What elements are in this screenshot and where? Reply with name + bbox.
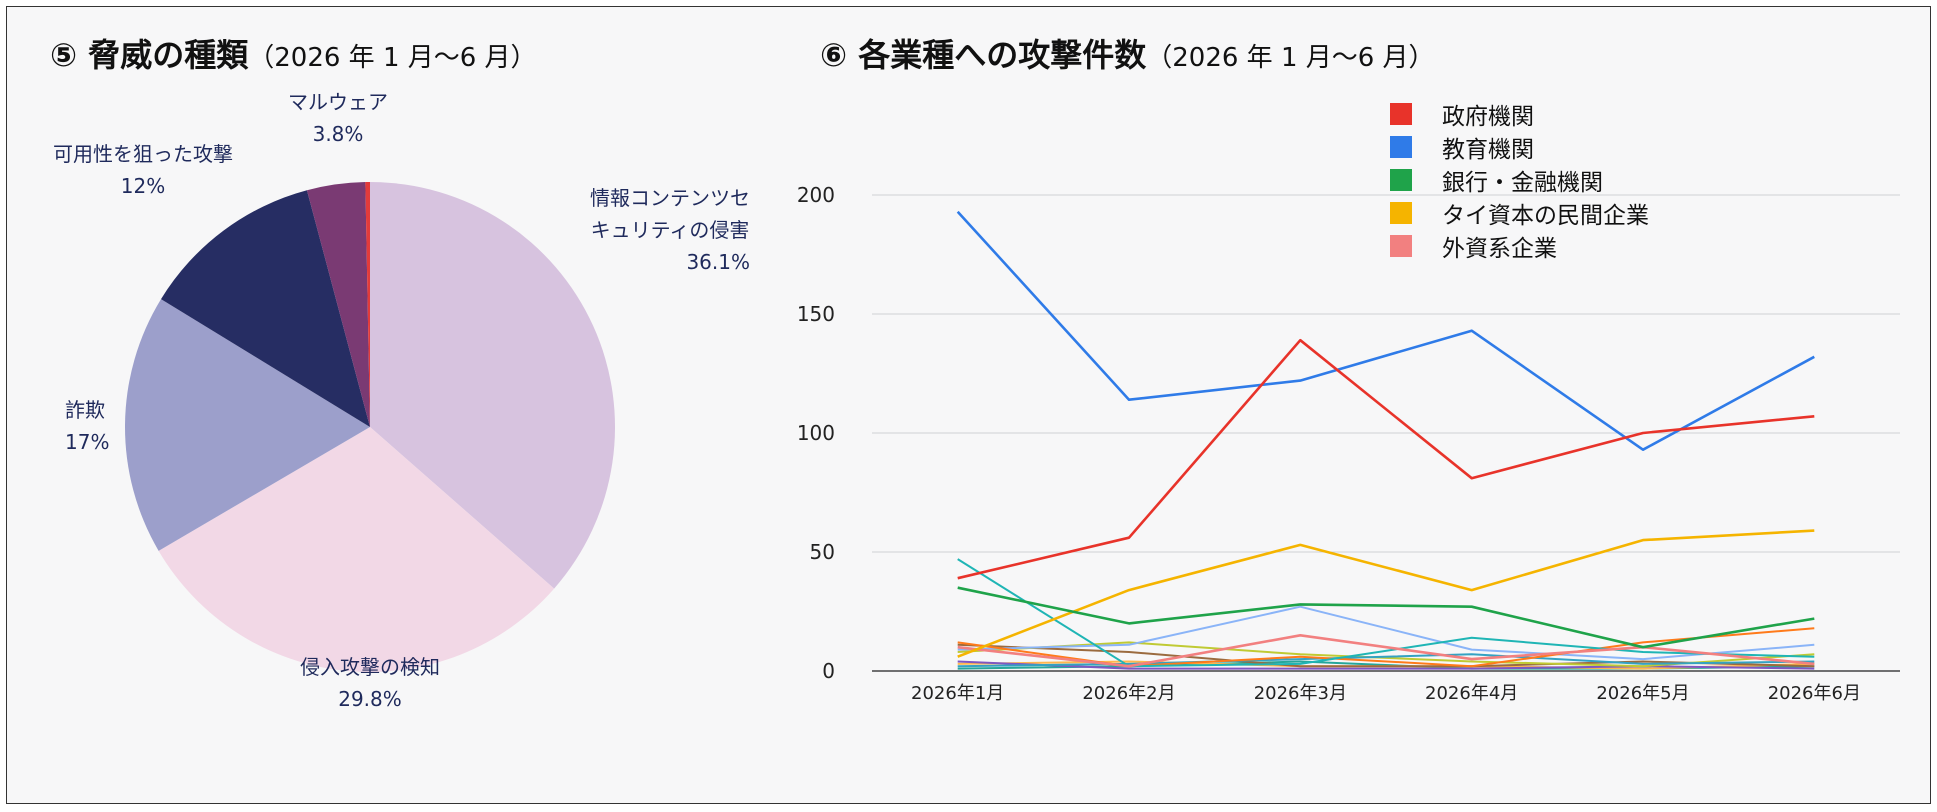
pie-slice-name: 可用性を狙った攻撃: [53, 142, 233, 166]
legend-label: 外資系企業: [1442, 235, 1557, 262]
pie-slice-label: 詐欺 17%: [65, 394, 109, 458]
pie-slice-name: 情報コンテンツセ: [590, 186, 750, 210]
pie-slice-label: 侵入攻撃の検知 29.8%: [300, 651, 440, 715]
series-line: [957, 660, 1815, 670]
series-line: [957, 338, 1815, 580]
y-tick-label: 200: [797, 183, 835, 207]
x-tick-label: 2026年4月: [1425, 683, 1518, 704]
pie-title-sub: （2026 年 1 月～6 月）: [248, 43, 537, 73]
legend-swatch: [1390, 201, 1412, 224]
pie-slice: [161, 190, 370, 427]
legend-item: 外資系企業: [1390, 229, 1649, 262]
pie-slice-label: 可用性を狙った攻撃 12%: [53, 138, 233, 202]
pie-slice-label: 情報コンテンツセ キュリティの侵害 36.1%: [590, 182, 750, 278]
line-title-sub: （2026 年 1 月～6 月）: [1146, 43, 1435, 73]
y-tick-label: 0: [822, 659, 835, 683]
line-chart-legend: 政府機関教育機関銀行・金融機関タイ資本の民間企業 外資系企業: [1390, 97, 1649, 262]
pie-slice-name: 侵入攻撃の検知: [300, 655, 440, 679]
series-line: [957, 633, 1815, 668]
legend-item: タイ資本の民間企業: [1390, 196, 1649, 229]
pie-slice-value: 36.1%: [686, 250, 750, 274]
y-tick-label: 150: [797, 302, 835, 326]
pie-slice-label: マルウェア 3.8%: [288, 86, 388, 150]
pie-slice-name: 詐欺: [65, 398, 105, 422]
pie-slice-value: 3.8%: [312, 122, 364, 146]
y-tick-label: 50: [810, 540, 835, 564]
legend-item: 銀行・金融機関: [1390, 163, 1649, 196]
series-line: [957, 558, 1815, 668]
pie-slice-value: 17%: [65, 430, 110, 454]
pie-slice: [370, 182, 616, 589]
line-title-main: ⑥ 各業種への攻撃件数: [820, 36, 1147, 74]
pie-slice-name: マルウェア: [288, 90, 388, 114]
series-line: [957, 643, 1815, 668]
legend-swatch: [1390, 168, 1412, 191]
x-tick-label: 2026年2月: [1082, 683, 1175, 704]
legend-item: 教育機関: [1390, 130, 1649, 163]
line-chart-title: ⑥ 各業種への攻撃件数（2026 年 1 月～6 月）: [820, 30, 1435, 76]
pie-slice-name: キュリティの侵害: [590, 218, 750, 242]
x-tick-label: 2026年5月: [1596, 683, 1689, 704]
legend-label: 政府機関: [1442, 103, 1534, 130]
y-tick-label: 100: [797, 421, 835, 445]
legend-swatch: [1390, 135, 1412, 158]
x-tick-label: 2026年6月: [1768, 683, 1861, 704]
series-line: [957, 586, 1815, 649]
series-line: [957, 529, 1815, 658]
legend-label: タイ資本の民間企業: [1442, 202, 1649, 229]
legend-label: 銀行・金融機関: [1442, 169, 1603, 196]
pie-slice-value: 29.8%: [338, 687, 402, 711]
legend-swatch: [1390, 102, 1412, 125]
pie-slice: [365, 181, 370, 427]
pie-slice: [158, 427, 555, 672]
pie-slice: [125, 299, 370, 551]
pie-slice-value: 12%: [120, 174, 166, 198]
series-line: [957, 605, 1815, 661]
x-tick-label: 2026年1月: [911, 683, 1004, 704]
x-tick-label: 2026年3月: [1254, 683, 1347, 704]
legend-label: 教育機関: [1442, 136, 1534, 163]
pie-chart-title: ⑤ 脅威の種類（2026 年 1 月～6 月）: [50, 30, 537, 76]
legend-swatch: [1390, 234, 1412, 257]
series-line: [956, 210, 1815, 452]
legend-item: 政府機関: [1390, 97, 1649, 130]
pie-title-main: ⑤ 脅威の種類: [50, 36, 249, 74]
pie-slice: [306, 182, 370, 427]
